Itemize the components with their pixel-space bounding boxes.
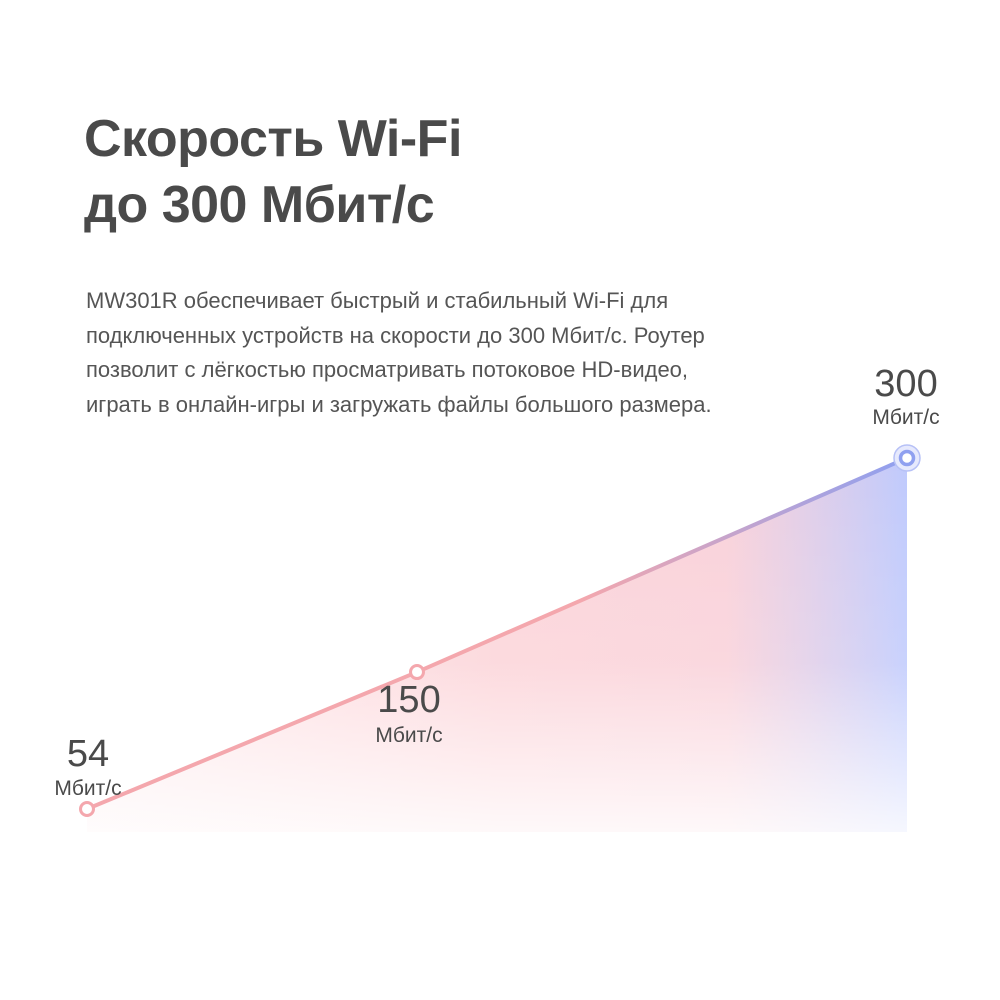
data-label-value-3: 300	[874, 363, 937, 405]
headline: Скорость Wi-Fi до 300 Мбит/с	[84, 106, 462, 238]
data-label-value-1: 54	[67, 733, 109, 775]
headline-line-1: Скорость Wi-Fi	[84, 110, 462, 168]
description: MW301R обеспечивает быстрый и стабильный…	[86, 288, 712, 417]
data-label-unit-3: Мбит/с	[872, 406, 939, 429]
data-label-value-2: 150	[377, 679, 440, 721]
data-point-1	[79, 801, 95, 818]
data-label-unit-1: Мбит/с	[54, 777, 121, 800]
headline-line-2: до 300 Мбит/с	[84, 176, 435, 234]
data-point-3	[898, 449, 916, 467]
chart-area-fade	[87, 458, 907, 832]
data-point-2	[409, 664, 425, 681]
data-label-unit-2: Мбит/с	[375, 724, 442, 747]
